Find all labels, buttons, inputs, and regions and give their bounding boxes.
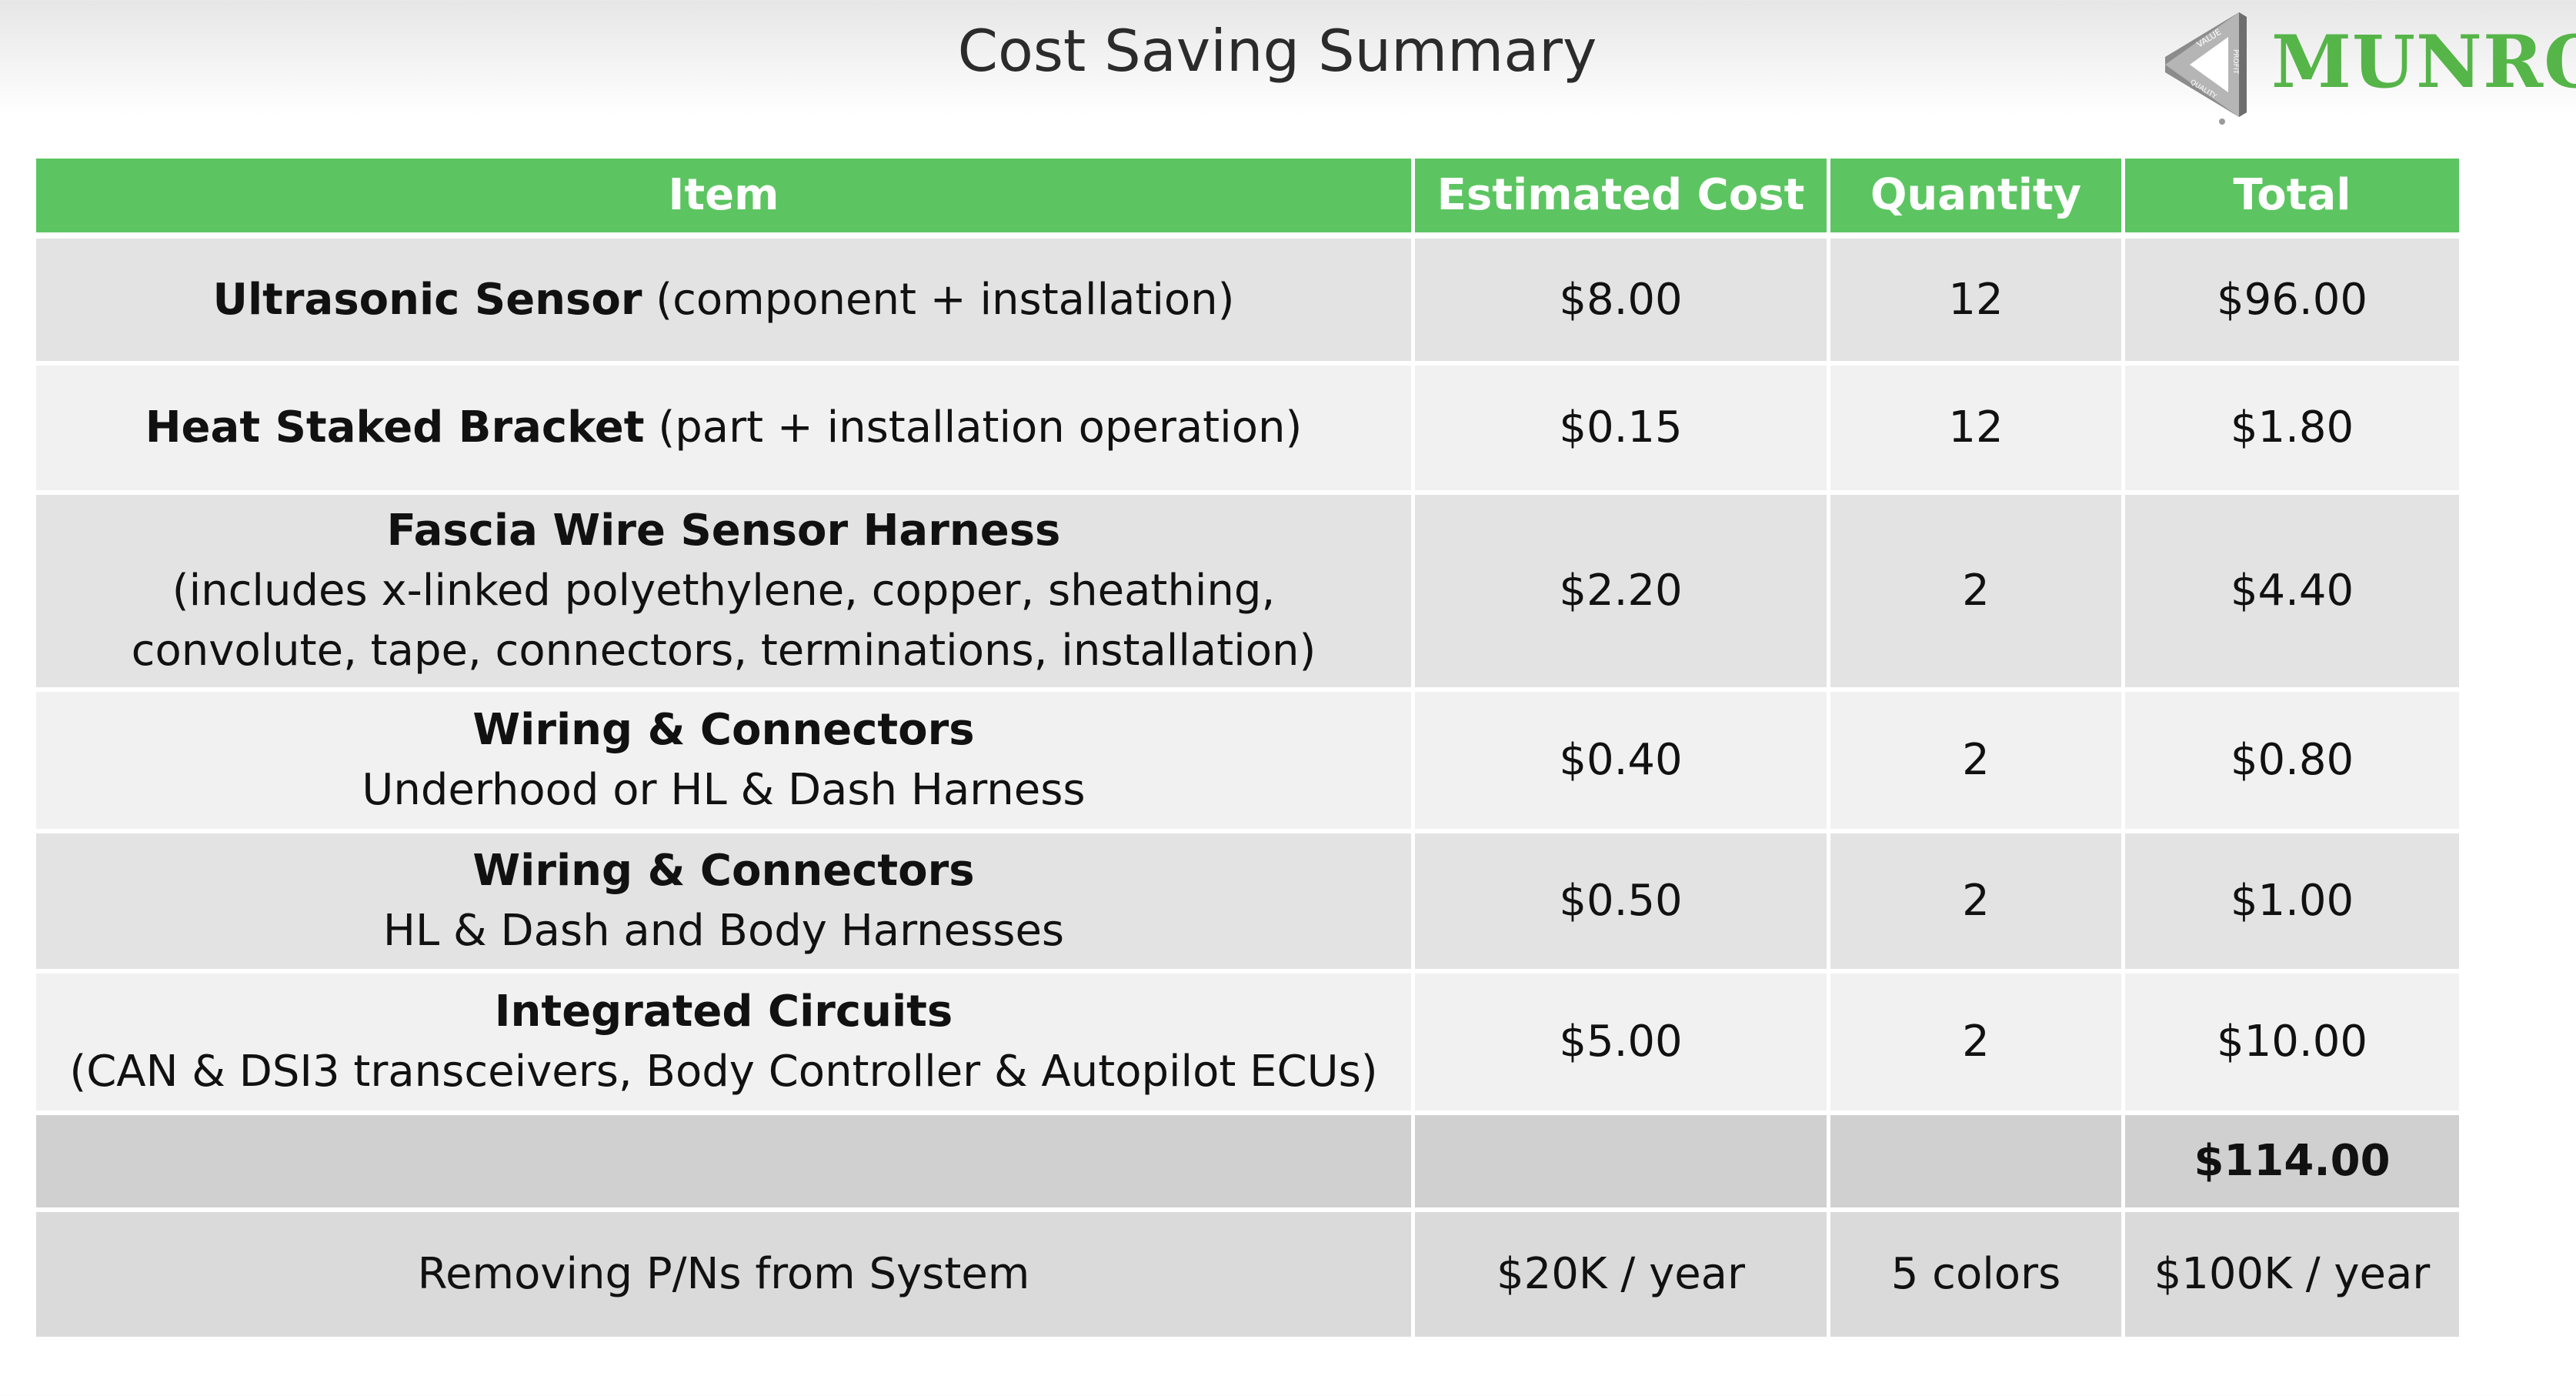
item-name: Fascia Wire Sensor Harness bbox=[386, 506, 1061, 556]
item-cell: Ultrasonic Sensor (component + installat… bbox=[32, 235, 1415, 366]
quantity-cell: 12 bbox=[1827, 235, 2125, 366]
table-row: Wiring & Connectors Underhood or HL & Das… bbox=[32, 690, 2463, 833]
table-header-row: Item Estimated Cost Quantity Total bbox=[32, 159, 2463, 239]
munro-logo: VALUE PROFIT QUALITY MUNRO bbox=[2154, 3, 2576, 126]
table-row: Heat Staked Bracket (part + installation… bbox=[32, 363, 2463, 495]
quantity-cell: 12 bbox=[1827, 363, 2125, 495]
total-cell: $1.00 bbox=[2121, 831, 2463, 974]
header-item: Item bbox=[32, 159, 1415, 239]
triangle-logo-icon: VALUE PROFIT QUALITY bbox=[2165, 12, 2247, 125]
item-name: Integrated Circuits bbox=[494, 987, 953, 1037]
header-total: Total bbox=[2121, 159, 2463, 239]
page-title: Cost Saving Summary bbox=[957, 17, 1597, 85]
total-row-cost-cell bbox=[1411, 1113, 1830, 1212]
item-name: Wiring & Connectors bbox=[472, 846, 975, 896]
quantity-cell: 2 bbox=[1827, 690, 2125, 833]
header-quantity: Quantity bbox=[1827, 159, 2125, 239]
cost-cell: $5.00 bbox=[1411, 971, 1830, 1115]
cost-cell: $0.50 bbox=[1411, 831, 1830, 974]
cost-cell: $20K / year bbox=[1411, 1210, 1830, 1341]
item-cell: Wiring & Connectors HL & Dash and Body Ha… bbox=[32, 831, 1415, 974]
total-row-item-cell bbox=[32, 1113, 1415, 1212]
total-cell: $0.80 bbox=[2121, 690, 2463, 833]
item-detail-line-2: convolute, tape, connectors, termination… bbox=[131, 626, 1316, 676]
logo-text: MUNRO bbox=[2271, 20, 2576, 105]
item-detail: (part + installation operation) bbox=[644, 402, 1303, 453]
cost-cell: $2.20 bbox=[1411, 493, 1830, 692]
item-name: Heat Staked Bracket bbox=[145, 402, 645, 453]
quantity-cell: 5 colors bbox=[1827, 1210, 2125, 1341]
header-estimated-cost: Estimated Cost bbox=[1411, 159, 1830, 239]
total-row: $114.00 bbox=[32, 1113, 2463, 1212]
quantity-cell: 2 bbox=[1827, 831, 2125, 974]
cost-cell: $8.00 bbox=[1411, 235, 1830, 366]
quantity-cell: 2 bbox=[1827, 971, 2125, 1115]
cost-cell: $0.15 bbox=[1411, 363, 1830, 495]
total-cell: $1.80 bbox=[2121, 363, 2463, 495]
total-cell: $96.00 bbox=[2121, 235, 2463, 366]
logo-word-profit: PROFIT bbox=[2231, 49, 2239, 75]
pn-removal-row: Removing P/Ns from System $20K / year 5 … bbox=[32, 1210, 2463, 1341]
cost-summary-table: Item Estimated Cost Quantity Total Ultra… bbox=[32, 159, 2463, 1341]
item-name: Ultrasonic Sensor bbox=[212, 274, 642, 325]
total-cell: $100K / year bbox=[2121, 1210, 2463, 1341]
table-row: Wiring & Connectors HL & Dash and Body Ha… bbox=[32, 831, 2463, 974]
total-cell: $10.00 bbox=[2121, 971, 2463, 1115]
item-cell: Fascia Wire Sensor Harness (includes x-li… bbox=[32, 493, 1415, 692]
table-row: Integrated Circuits (CAN & DSI3 transceiv… bbox=[32, 971, 2463, 1115]
table-row: Ultrasonic Sensor (component + installat… bbox=[32, 235, 2463, 366]
quantity-cell: 2 bbox=[1827, 493, 2125, 692]
item-detail: (CAN & DSI3 transceivers, Body Controlle… bbox=[69, 1047, 1378, 1097]
total-cell: $4.40 bbox=[2121, 493, 2463, 692]
item-detail: Underhood or HL & Dash Harness bbox=[362, 765, 1086, 815]
cost-cell: $0.40 bbox=[1411, 690, 1830, 833]
item-cell: Integrated Circuits (CAN & DSI3 transceiv… bbox=[32, 971, 1415, 1115]
item-cell: Heat Staked Bracket (part + installation… bbox=[32, 363, 1415, 495]
grand-total-cell: $114.00 bbox=[2121, 1113, 2463, 1212]
item-name: Wiring & Connectors bbox=[472, 705, 975, 755]
item-detail: (component + installation) bbox=[642, 274, 1235, 325]
total-row-quantity-cell bbox=[1827, 1113, 2125, 1212]
table-row: Fascia Wire Sensor Harness (includes x-li… bbox=[32, 493, 2463, 692]
item-cell: Wiring & Connectors Underhood or HL & Das… bbox=[32, 690, 1415, 833]
item-detail: HL & Dash and Body Harnesses bbox=[382, 906, 1065, 956]
item-detail: (includes x-linked polyethylene, copper,… bbox=[172, 566, 1276, 616]
item-cell: Removing P/Ns from System bbox=[32, 1210, 1415, 1341]
